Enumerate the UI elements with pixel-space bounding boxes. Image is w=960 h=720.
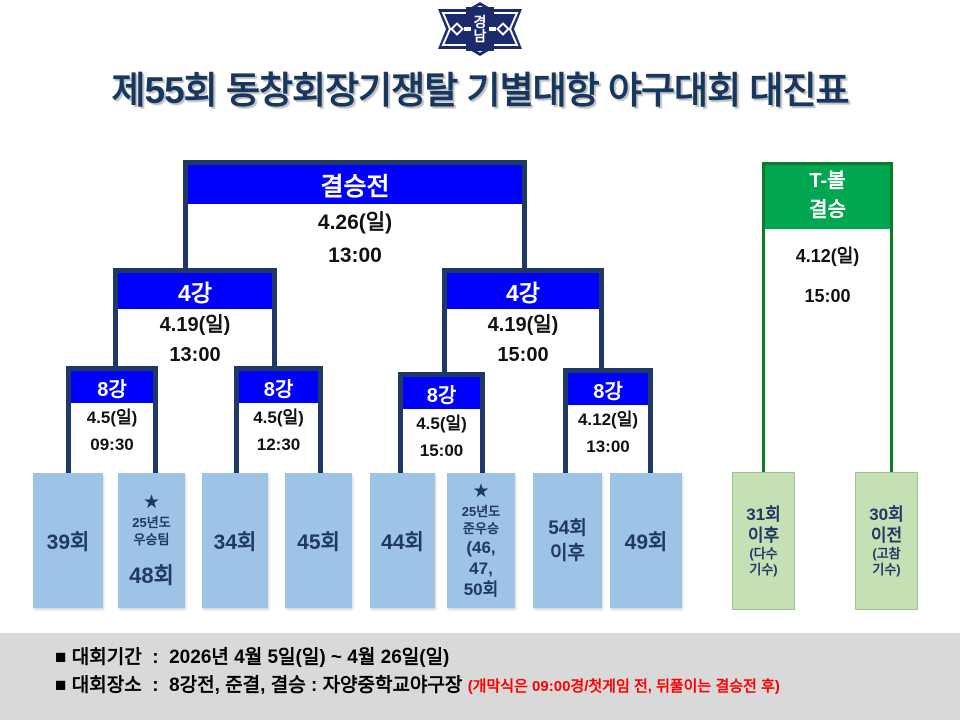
semifinal-right-time: 15:00 bbox=[497, 344, 549, 366]
champion-note-line1: 25년도 bbox=[132, 514, 171, 530]
team-name-line1: (46, bbox=[466, 538, 496, 557]
tball-team-line2: 이후 bbox=[747, 526, 780, 545]
semifinal-left-header: 4강 bbox=[118, 273, 272, 309]
quarterfinal-1-date: 4.5(일) bbox=[86, 408, 138, 427]
semifinal-left-time: 13:00 bbox=[169, 344, 221, 366]
champion-note-line2: 우승팀 bbox=[133, 531, 170, 547]
team-name: 48회 bbox=[129, 562, 174, 588]
tball-team-sub1: (고참 bbox=[872, 546, 901, 561]
tball-header-line2: 결승 bbox=[809, 199, 846, 221]
gyeongnam-emblem: 경 남 bbox=[424, 2, 536, 56]
tball-time: 15:00 bbox=[804, 286, 851, 306]
tball-final-box: T-볼 결승 4.12(일) 15:00 bbox=[762, 162, 893, 476]
team-box-49: 49회 bbox=[610, 473, 682, 608]
quarterfinal-3-time: 15:00 bbox=[419, 441, 464, 460]
final-date: 4.26(일) bbox=[317, 211, 393, 234]
semifinal-right-date: 4.19(일) bbox=[487, 314, 559, 336]
emblem-text: 경 남 bbox=[424, 2, 536, 56]
runnerup-note-line2: 준우승 bbox=[463, 521, 499, 536]
venue-text: ■ 대회장소 : 8강전, 준결, 결승 : 자양중학교야구장 bbox=[55, 675, 468, 696]
quarterfinal-1-time: 09:30 bbox=[90, 435, 134, 454]
tball-team-line1: 31회 bbox=[746, 505, 781, 524]
team-name: 39회 bbox=[46, 530, 90, 554]
team-box-48-champion: ★ 25년도 우승팀 48회 bbox=[118, 473, 185, 608]
team-box-45: 45회 bbox=[285, 473, 352, 608]
quarterfinal-4-time: 13:00 bbox=[586, 437, 630, 456]
team-name-line2: 47, bbox=[469, 559, 493, 578]
tball-team-sub2: 기수) bbox=[872, 562, 901, 577]
quarterfinal-3-header: 8강 bbox=[403, 377, 480, 409]
final-header: 결승전 bbox=[188, 165, 522, 204]
quarterfinal-4-box: 8강 4.12(일) 13:00 bbox=[563, 368, 653, 477]
final-match-box: 결승전 4.26(일) 13:00 bbox=[183, 160, 527, 274]
quarterfinal-2-date: 4.5(일) bbox=[253, 408, 304, 427]
team-box-39: 39회 bbox=[33, 473, 103, 608]
final-time: 13:00 bbox=[328, 244, 382, 267]
emblem-char-2: 남 bbox=[473, 28, 487, 44]
semifinal-right-box: 4강 4.19(일) 15:00 bbox=[442, 268, 604, 374]
team-name-line1: 54회 bbox=[548, 517, 587, 539]
emblem-badge-shape bbox=[438, 2, 522, 56]
tball-team-box-30-earlier: 30회 이전 (고참 기수) bbox=[855, 472, 918, 610]
emblem-char-1: 경 bbox=[473, 14, 487, 30]
tball-team-box-31-later: 31회 이후 (다수 기수) bbox=[732, 472, 795, 610]
semifinal-left-box: 4강 4.19(일) 13:00 bbox=[113, 268, 277, 374]
quarterfinal-2-box: 8강 4.5(일) 12:30 bbox=[234, 366, 323, 477]
tournament-venue-line: ■ 대회장소 : 8강전, 준결, 결승 : 자양중학교야구장 (개막식은 09… bbox=[55, 672, 960, 701]
semifinal-right-header: 4강 bbox=[447, 273, 599, 309]
footer-info-bar: ■ 대회기간 : 2026년 4월 5일(일) ~ 4월 26일(일) ■ 대회… bbox=[0, 633, 960, 720]
tball-team-line1: 30회 bbox=[869, 505, 904, 524]
tball-header: T-볼 결승 bbox=[765, 165, 890, 229]
runnerup-star-icon: ★ bbox=[472, 481, 490, 502]
quarterfinal-4-date: 4.12(일) bbox=[577, 410, 639, 429]
team-box-34: 34회 bbox=[202, 473, 268, 608]
tball-team-sub1: (다수 bbox=[749, 546, 778, 561]
quarterfinal-3-date: 4.5(일) bbox=[416, 414, 467, 433]
quarterfinal-1-box: 8강 4.5(일) 09:30 bbox=[66, 366, 158, 477]
quarterfinal-2-time: 12:30 bbox=[256, 435, 301, 454]
team-box-44: 44회 bbox=[370, 473, 435, 608]
team-name-line2: 이후 bbox=[550, 542, 585, 564]
quarterfinal-2-header: 8강 bbox=[239, 371, 318, 403]
tball-team-line2: 이전 bbox=[870, 526, 903, 545]
team-name-line3: 50회 bbox=[463, 580, 499, 599]
quarterfinal-4-header: 8강 bbox=[568, 373, 648, 405]
tournament-period-line: ■ 대회기간 : 2026년 4월 5일(일) ~ 4월 26일(일) bbox=[55, 647, 450, 668]
team-name: 45회 bbox=[297, 530, 340, 554]
team-name: 49회 bbox=[624, 530, 668, 554]
team-box-runnerup-46-47-50: ★ 25년도 준우승 (46, 47, 50회 bbox=[447, 473, 515, 608]
quarterfinal-1-header: 8강 bbox=[71, 371, 153, 403]
tball-date: 4.12(일) bbox=[795, 246, 860, 266]
tball-header-line1: T-볼 bbox=[809, 170, 846, 192]
champion-star-icon: ★ bbox=[142, 491, 161, 513]
team-name: 44회 bbox=[381, 530, 424, 554]
team-name: 34회 bbox=[213, 530, 257, 554]
runnerup-note-line1: 25년도 bbox=[461, 504, 501, 519]
page-title: 제55회 동창회장기쟁탈 기별대항 야구대회 대진표 bbox=[111, 70, 849, 111]
venue-note-red: (개막식은 09:00경/첫게임 전, 뒤풀이는 결승전 후) bbox=[467, 678, 780, 695]
quarterfinal-3-box: 8강 4.5(일) 15:00 bbox=[398, 372, 485, 477]
semifinal-left-date: 4.19(일) bbox=[159, 314, 231, 336]
tball-team-sub2: 기수) bbox=[749, 562, 778, 577]
team-box-54-and-later: 54회 이후 bbox=[533, 473, 602, 608]
